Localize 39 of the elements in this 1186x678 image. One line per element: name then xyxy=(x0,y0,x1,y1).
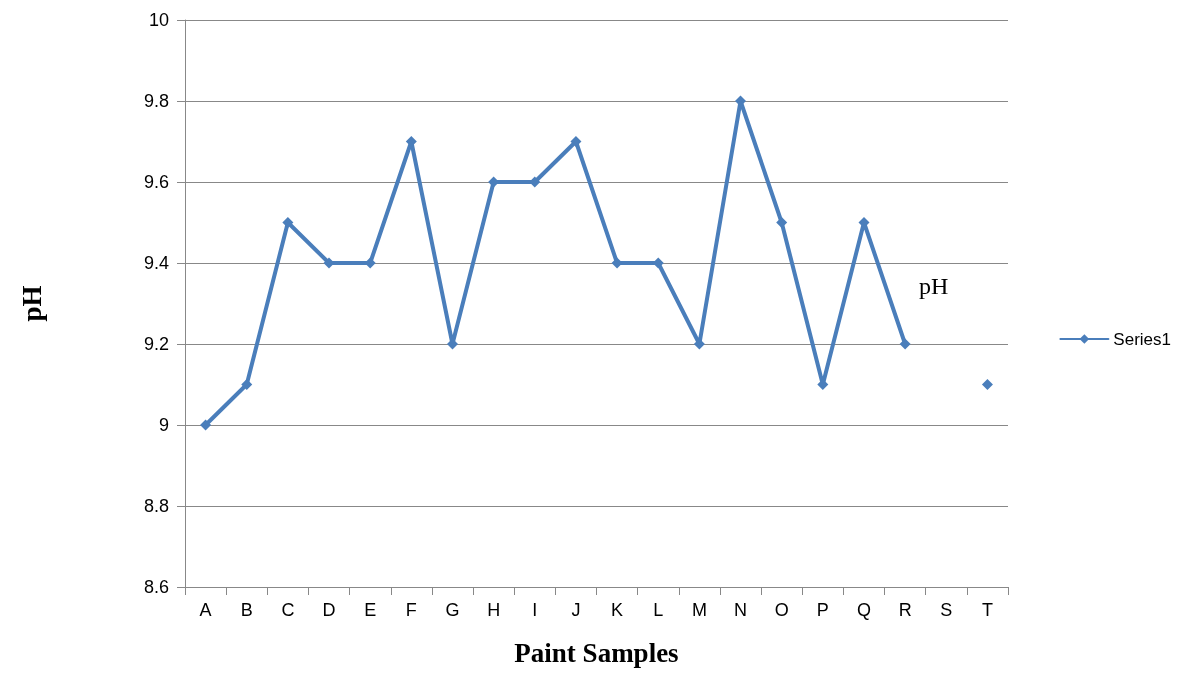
point xyxy=(981,379,993,390)
x-tick-label: N xyxy=(734,600,748,620)
y-tick-label: 9.6 xyxy=(143,172,169,192)
legend-label: Series1 xyxy=(1113,329,1171,349)
x-tick-label: H xyxy=(487,600,501,620)
x-tick-label: F xyxy=(405,600,417,620)
point xyxy=(570,136,582,147)
x-tick-label: E xyxy=(364,600,377,620)
annotation: pH xyxy=(919,273,949,299)
x-tick-label: J xyxy=(571,600,581,620)
x-tick-label: S xyxy=(940,600,953,620)
y-tick-label: 10 xyxy=(148,10,169,30)
y-axis-title: pH xyxy=(16,285,47,322)
x-tick-label: R xyxy=(898,600,912,620)
x-tick-label: B xyxy=(240,600,253,620)
x-tick-label: G xyxy=(445,600,460,620)
x-tick-label: T xyxy=(981,600,993,620)
x-tick-label: C xyxy=(281,600,295,620)
x-tick-label: L xyxy=(653,600,664,620)
y-tick-label: 9.2 xyxy=(143,334,169,354)
x-tick-label: P xyxy=(816,600,829,620)
point xyxy=(899,338,911,350)
x-tick-label: D xyxy=(322,600,336,620)
point xyxy=(200,419,212,431)
x-axis-title: Paint Samples xyxy=(514,637,679,668)
y-tick-label: 8.8 xyxy=(143,496,169,516)
y-tick-label: 9 xyxy=(158,415,169,435)
y-tick-label: 9.8 xyxy=(143,91,169,111)
point xyxy=(282,217,294,228)
point xyxy=(241,379,253,390)
x-tick-label: M xyxy=(691,600,707,620)
point xyxy=(776,217,788,228)
x-tick-label: O xyxy=(774,600,789,620)
x-tick-label: Q xyxy=(856,600,871,620)
x-tick-label: A xyxy=(199,600,212,620)
x-tick-label: K xyxy=(611,600,624,620)
y-tick-label: 8.6 xyxy=(143,577,169,597)
x-tick-label: I xyxy=(532,600,538,620)
y-tick-label: 9.4 xyxy=(143,253,169,273)
